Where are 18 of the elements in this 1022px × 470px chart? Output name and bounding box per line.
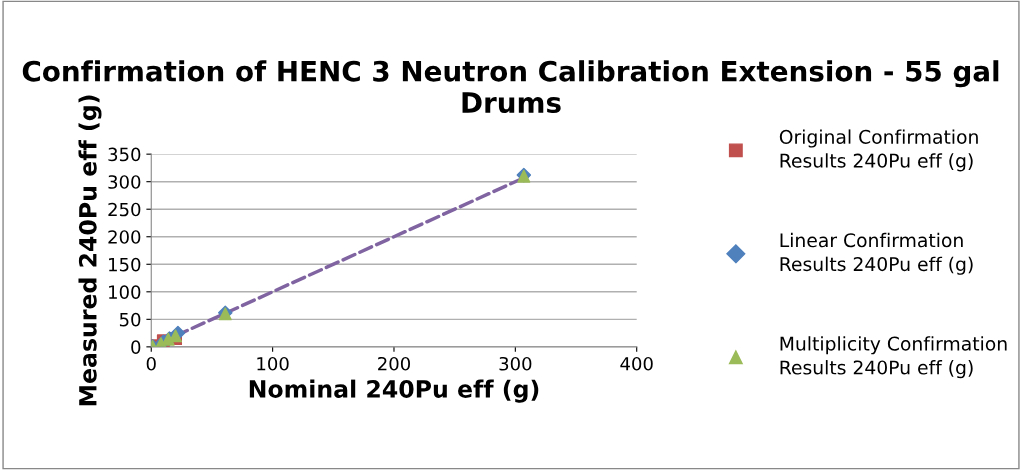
y-tick-label: 100 [109,285,141,299]
y-tick-label: 50 [119,312,141,327]
x-tick-label: 100 [257,356,289,371]
x-tick-label: 300 [499,356,532,371]
y-tick-label: 0 [131,340,141,354]
legend-label: Multiplicity Confirmation Results 240Pu eff (g) [780,336,1007,379]
y-tick-label: 200 [108,230,141,244]
x-tick-label: 400 [620,356,653,371]
x-axis-title: Nominal 240Pu eff (g) [249,379,539,403]
x-tick-label: 0 [146,356,156,371]
legend-label: Linear Confirmation Results 240Pu eff (g) [780,232,973,275]
x-tick-label: 200 [378,356,411,371]
y-tick-label: 250 [108,202,141,217]
y-tick-label: 150 [109,257,141,272]
y-tick-label: 350 [108,147,141,162]
legend-label: Original Confirmation Results 240Pu eff (g) [779,129,978,172]
y-axis-title: Measured 240Pu eff (g) [78,95,102,406]
y-tick-label: 300 [108,175,141,189]
